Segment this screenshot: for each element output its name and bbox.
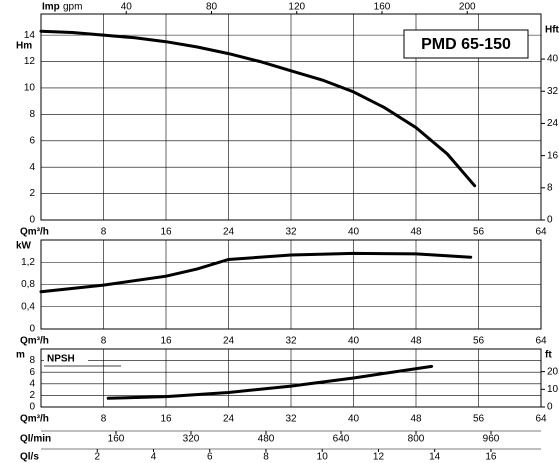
x-axis-label: Qm³/h (20, 336, 49, 347)
x-tick-label: 40 (348, 336, 360, 347)
annotation-box (403, 29, 529, 59)
annotation: PMD 65-150 (421, 36, 511, 53)
y-tick-label: 6 (29, 135, 35, 146)
y-axis-label: Hm (16, 41, 32, 52)
y2-axis-label: ft (545, 350, 552, 361)
x-tick-label: 16 (160, 414, 172, 425)
x-tick-label: 64 (535, 227, 547, 238)
x-tick-label: 8 (101, 227, 107, 238)
top-tick-label: 80 (206, 2, 218, 13)
x-tick-label: 8 (101, 336, 107, 347)
x-tick-label: 40 (348, 414, 360, 425)
y-tick-label: 0 (29, 324, 35, 335)
inner-label: NPSH (47, 354, 75, 365)
x-tick-label: 64 (535, 336, 547, 347)
x-tick-label: 64 (535, 414, 547, 425)
x-axis-label: Qm³/h (20, 414, 49, 425)
y-tick-label: 6 (29, 367, 35, 378)
y2-tick-label: 0 (547, 215, 553, 226)
top-axis-label: Imp (42, 2, 60, 13)
x-tick-label: 48 (410, 414, 422, 425)
curve (39, 29, 477, 188)
top-tick-label: 40 (121, 2, 133, 13)
inner-label-box (44, 352, 88, 366)
bottom-tick-label: 800 (408, 434, 425, 445)
y2-tick-label: 16 (547, 150, 559, 161)
x-tick-label: 8 (101, 414, 107, 425)
bottom-tick-label: 6 (207, 452, 213, 463)
plot-frame (40, 13, 542, 221)
x-tick-label: 24 (223, 414, 235, 425)
bottom-tick-label: 480 (258, 434, 275, 445)
x-tick-label: 40 (348, 227, 360, 238)
y-tick-label: 0,8 (21, 279, 35, 290)
y-tick-label: 2 (29, 390, 35, 401)
y2-tick-label: 10 (547, 384, 559, 395)
bottom-tick-label: 12 (373, 452, 385, 463)
plot-frame (40, 348, 542, 408)
y-tick-label: 4 (29, 162, 35, 173)
bottom-tick-label: 2 (94, 452, 100, 463)
top-tick-label: 120 (288, 2, 305, 13)
x-tick-label: 24 (223, 227, 235, 238)
top-tick-label: 160 (374, 2, 391, 13)
top-tick-label: 200 (459, 2, 476, 13)
y-tick-label: 4 (29, 378, 35, 389)
x-tick-label: 56 (473, 227, 485, 238)
bottom-tick-label: 320 (183, 434, 200, 445)
curve (39, 251, 473, 294)
y-axis-label: kW (16, 241, 32, 252)
y-tick-label: 10 (24, 83, 36, 94)
y2-tick-label: 40 (547, 54, 559, 65)
x-tick-label: 48 (410, 227, 422, 238)
y-tick-label: 8 (29, 355, 35, 366)
x-tick-label: 56 (473, 336, 485, 347)
y2-tick-label: 32 (547, 86, 559, 97)
x-tick-label: 48 (410, 336, 422, 347)
x-tick-label: 24 (223, 336, 235, 347)
y-tick-label: 0 (29, 402, 35, 413)
bottom-axis-label: Ql/s (20, 452, 39, 463)
y2-tick-label: 24 (547, 118, 559, 129)
y-axis-label: m (16, 350, 25, 361)
x-tick-label: 32 (285, 227, 297, 238)
bottom-tick-label: 14 (429, 452, 441, 463)
x-axis-label: Qm³/h (20, 227, 49, 238)
bottom-tick-label: 4 (151, 452, 157, 463)
curve (106, 364, 434, 400)
x-tick-label: 32 (285, 414, 297, 425)
y-tick-label: 0 (29, 215, 35, 226)
top-axis-unit: gpm (63, 2, 82, 13)
y-tick-label: 2 (29, 188, 35, 199)
plot-frame (40, 239, 542, 330)
bottom-tick-label: 960 (483, 434, 500, 445)
y2-tick-label: 20 (547, 366, 559, 377)
y2-tick-label: 0 (547, 402, 553, 413)
bottom-axis-label: Ql/min (20, 434, 51, 445)
y2-axis-label: Hft (545, 25, 559, 36)
bottom-tick-label: 160 (108, 434, 125, 445)
x-tick-label: 32 (285, 336, 297, 347)
bottom-tick-label: 10 (317, 452, 329, 463)
bottom-tick-label: 640 (333, 434, 350, 445)
bottom-tick-label: 8 (263, 452, 269, 463)
y-tick-label: 0,4 (21, 301, 35, 312)
y-tick-label: 14 (24, 30, 36, 41)
x-tick-label: 16 (160, 227, 172, 238)
y2-tick-label: 8 (547, 182, 553, 193)
x-tick-label: 56 (473, 414, 485, 425)
y-tick-label: 1,2 (21, 257, 35, 268)
y-tick-label: 8 (29, 109, 35, 120)
bottom-tick-label: 16 (485, 452, 497, 463)
y-tick-label: 12 (24, 56, 36, 67)
x-tick-label: 16 (160, 336, 172, 347)
